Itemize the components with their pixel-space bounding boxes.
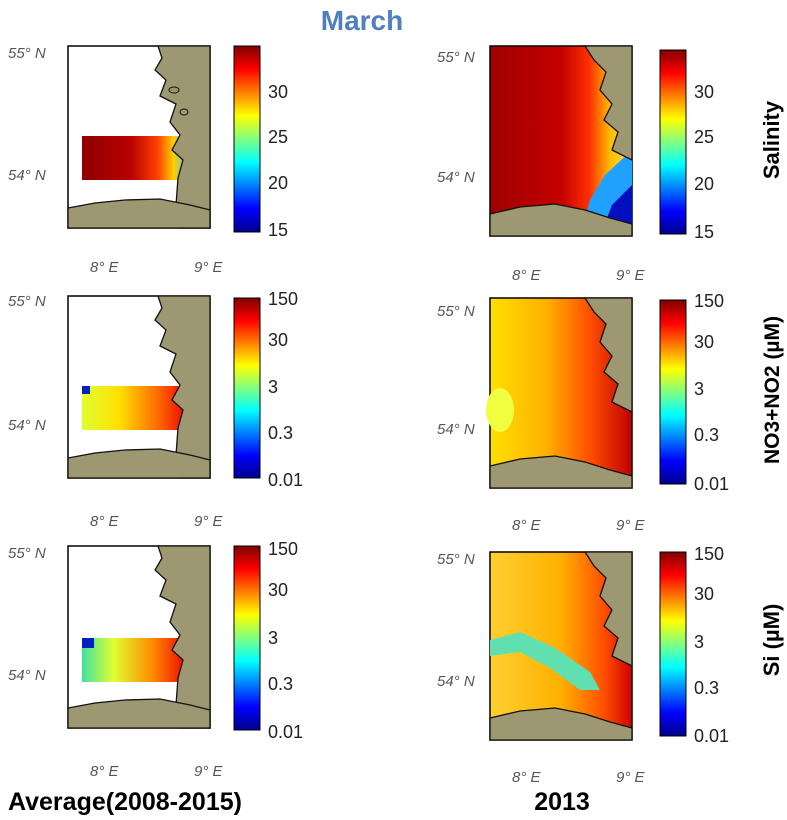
colorbar-nitrate-average	[233, 297, 261, 479]
latitude-label: 55° N	[437, 303, 475, 320]
longitude-label: 8° E	[512, 267, 542, 284]
longitude-label: 9° E	[194, 259, 224, 276]
colorbar-silicate-average	[233, 545, 261, 731]
colorbar-tick: 0.3	[694, 425, 719, 445]
colorbar-tick: 150	[268, 289, 298, 309]
colorbar-tick: 0.3	[268, 674, 293, 694]
nitrate-average-field	[82, 386, 188, 430]
salinity-average-field	[82, 136, 190, 180]
colorbar-tick: 25	[694, 127, 714, 147]
low-silicate-band	[490, 632, 600, 690]
colorbar-tick: 15	[694, 222, 714, 242]
latitude-label: 54° N	[437, 421, 475, 438]
colorbar-tick: 25	[268, 127, 288, 147]
colorbar-tick: 3	[268, 628, 278, 648]
latitude-label: 54° N	[437, 673, 475, 690]
longitude-label: 9° E	[616, 267, 646, 284]
longitude-label: 8° E	[512, 769, 542, 786]
colorbar-tick: 150	[694, 544, 724, 564]
land-mass	[489, 707, 633, 741]
colorbar-tick: 15	[268, 220, 288, 240]
colorbar-tick: 30	[694, 82, 714, 102]
land-mass	[583, 45, 633, 162]
column-label-2013: 2013	[534, 788, 590, 816]
land-mass	[67, 448, 211, 479]
colorbar-tick: 20	[268, 173, 288, 193]
silicate-average-field	[82, 638, 188, 682]
column-label-average: Average(2008-2015)	[8, 788, 242, 816]
longitude-label: 9° E	[616, 769, 646, 786]
map-panel-salinity-average	[67, 45, 211, 229]
colorbar-tick: 20	[694, 174, 714, 194]
land-mass	[583, 297, 633, 414]
row-label-nitrate: NO3+NO2 (µM)	[761, 316, 784, 464]
latitude-label: 55° N	[8, 293, 46, 310]
land-mass	[583, 551, 633, 668]
map-panel-nitrate-2013	[486, 297, 633, 489]
colorbar-tick: 30	[694, 584, 714, 604]
colorbar-tick: 0.01	[694, 726, 729, 746]
latitude-label: 55° N	[437, 551, 475, 568]
longitude-label: 9° E	[616, 517, 646, 534]
colorbar-tick: 150	[694, 291, 724, 311]
colorbar-tick: 30	[694, 332, 714, 352]
latitude-label: 55° N	[437, 49, 475, 66]
colorbar-tick: 0.3	[694, 678, 719, 698]
colorbar-tick: 0.3	[268, 423, 293, 443]
colorbar-tick: 3	[694, 632, 704, 652]
colorbar-tick: 0.01	[268, 470, 303, 490]
latitude-label: 54° N	[8, 667, 46, 684]
colorbar-salinity-2013	[659, 49, 687, 235]
longitude-label: 8° E	[512, 517, 542, 534]
colorbar-silicate-2013	[659, 551, 687, 737]
latitude-label: 54° N	[8, 167, 46, 184]
map-panel-salinity-2013	[489, 45, 633, 237]
map-panel-silicate-average	[67, 545, 211, 729]
land-mass	[489, 203, 633, 237]
colorbar-tick: 30	[268, 330, 288, 350]
colorbar-tick: 0.01	[268, 722, 303, 742]
latitude-label: 54° N	[437, 169, 475, 186]
longitude-label: 8° E	[90, 513, 120, 530]
colorbar-tick: 30	[268, 82, 288, 102]
row-label-silicate: Si (µM)	[759, 604, 784, 677]
latitude-label: 55° N	[8, 45, 46, 62]
figure-title: March	[321, 5, 403, 36]
map-panel-silicate-2013	[489, 551, 633, 741]
map-panel-nitrate-average	[67, 295, 211, 479]
land-mass	[67, 698, 211, 729]
colorbar-tick: 3	[694, 379, 704, 399]
row-label-salinity: Salinity	[759, 100, 784, 179]
longitude-label: 8° E	[90, 259, 120, 276]
colorbar-tick: 150	[268, 539, 298, 559]
colorbar-tick: 0.01	[694, 474, 729, 494]
colorbar-tick: 3	[268, 377, 278, 397]
latitude-label: 54° N	[8, 417, 46, 434]
latitude-label: 55° N	[8, 545, 46, 562]
colorbar-nitrate-2013	[659, 299, 687, 485]
longitude-label: 8° E	[90, 763, 120, 780]
longitude-label: 9° E	[194, 513, 224, 530]
colorbar-salinity-average	[233, 45, 261, 233]
longitude-label: 9° E	[194, 763, 224, 780]
land-mass	[489, 455, 633, 489]
colorbar-tick: 30	[268, 580, 288, 600]
land-mass	[67, 198, 211, 229]
